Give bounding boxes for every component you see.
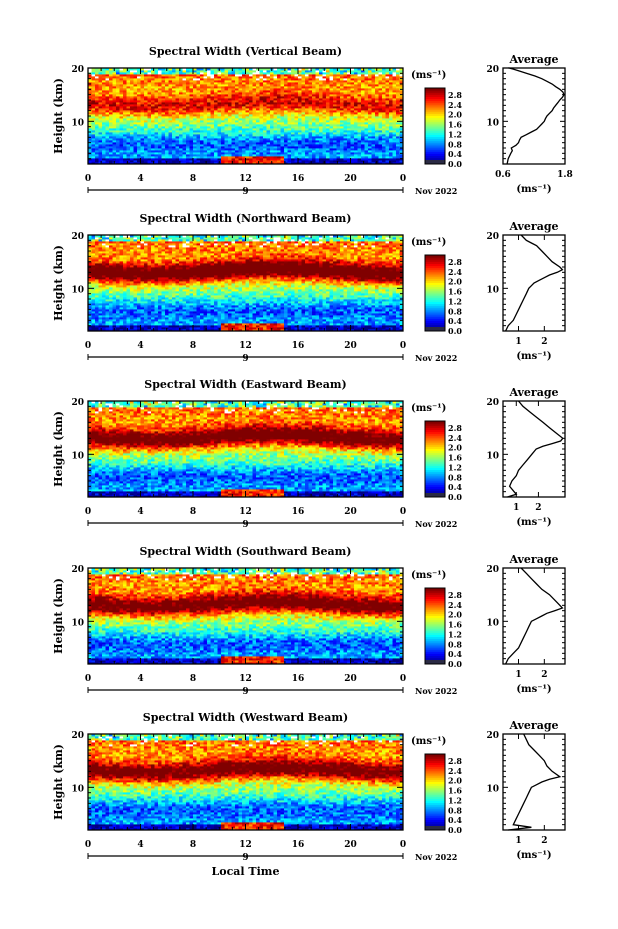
colorbar-tick-label: 2.4 [448,100,462,110]
profile-x-label: (ms⁻¹) [516,184,551,195]
y-tick-label: 10 [71,118,84,128]
y-tick-label: 20 [71,65,84,75]
colorbar-tick-label: 0.8 [448,139,462,149]
x-tick-label: 0 [400,174,406,184]
x-tick-label: 8 [190,174,196,184]
heatmap-cells [88,235,403,331]
panel-1: Spectral Width (Vertical Beam) 0 4 8 12 16 20 0… [52,45,573,197]
colorbar-tick-label: 0.0 [448,159,462,169]
chart-title: Spectral Width (Northward Beam) [140,212,352,225]
profile-y-tick-label: 10 [486,118,499,128]
panel-2: Spectral Width (Northward Beam)0 4 8 12 16 20… [52,212,565,364]
x-tick-label: 12 [239,174,252,184]
colorbar-tick-label: 2.8 [448,90,462,100]
colorbar: 2.82.42.01.61.20.80.40.0 [425,88,462,169]
y-axis-label: Height (km) [52,78,65,154]
profile-title: Average [508,53,558,66]
colorbar-tick-label: 0.4 [448,149,462,159]
profile-y-tick-label: 20 [486,65,499,75]
date-label: Nov 2022 [415,186,457,196]
colorbar-tick-label: 1.2 [448,129,462,139]
x-tick-label: 20 [344,174,357,184]
profile-panel: Average 10 20 0.6 1.8 (ms⁻¹) [486,53,572,195]
profile-x-tick-label: 0.6 [495,170,511,180]
x-tick-label: 0 [85,174,91,184]
colorbar-swatch [425,160,445,164]
profile-x-tick-label: 1.8 [557,170,573,180]
heatmap-cells [88,68,403,164]
x-tick-label: 16 [292,174,305,184]
colorbar-tick-label: 1.6 [448,120,462,130]
chart-title: Spectral Width (Vertical Beam) [149,45,342,58]
x-tick-label: 4 [137,174,143,184]
date-marker: 9 [242,187,248,197]
colorbar-tick-label: 2.0 [448,110,462,120]
colorbar-unit: (ms⁻¹) [411,70,446,81]
